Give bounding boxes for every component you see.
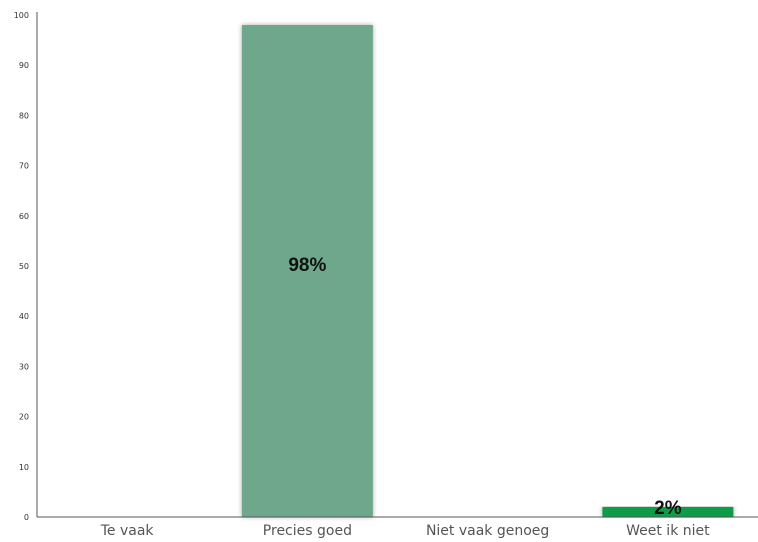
bars <box>241 25 734 517</box>
bar <box>241 25 373 517</box>
y-tick-label: 80 <box>19 111 29 120</box>
y-tick-label: 30 <box>19 362 29 371</box>
bar-value-label: 98% <box>288 255 326 276</box>
y-tick-label: 70 <box>19 162 29 171</box>
y-tick-label: 90 <box>19 61 29 70</box>
bar <box>602 506 734 517</box>
y-axis-ticks: 0 10 20 30 40 50 60 70 80 90 100 <box>14 11 29 522</box>
y-tick-label: 10 <box>19 463 29 472</box>
y-tick-label: 60 <box>19 212 29 221</box>
x-category-label: Te vaak <box>100 523 155 539</box>
bar-value-label: 2% <box>654 498 682 519</box>
y-tick-label: 20 <box>19 413 29 422</box>
y-tick-label: 0 <box>24 513 29 522</box>
x-category-label: Weet ik niet <box>626 523 710 539</box>
bar-value-labels: 98% 2% <box>288 255 681 519</box>
x-category-label: Niet vaak genoeg <box>426 523 549 539</box>
x-axis-category-labels: Te vaak Precies goed Niet vaak genoeg Weet … <box>100 523 710 539</box>
y-tick-label: 50 <box>19 262 29 271</box>
x-category-label: Precies goed <box>263 523 352 539</box>
y-tick-label: 40 <box>19 312 29 321</box>
y-tick-label: 100 <box>14 11 29 20</box>
